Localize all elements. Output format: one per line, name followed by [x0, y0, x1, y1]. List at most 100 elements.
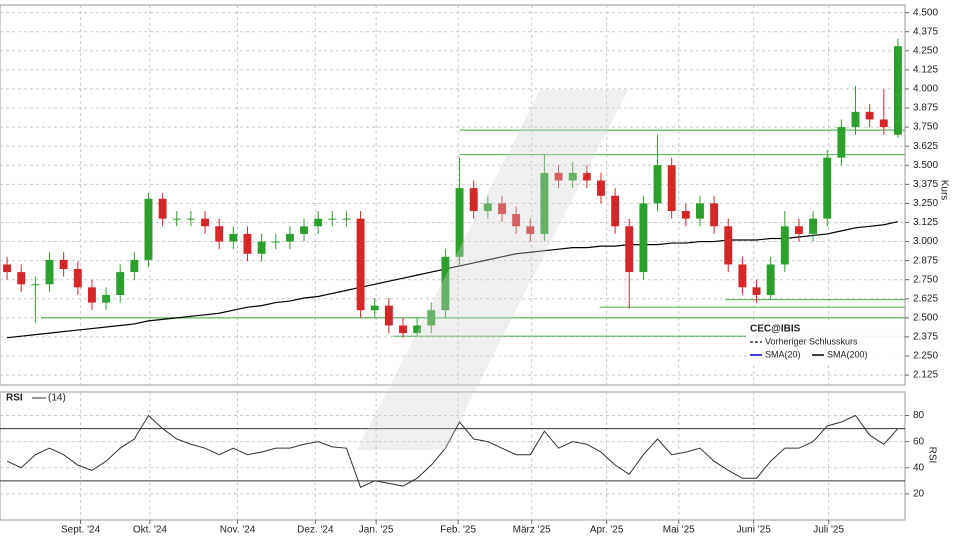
x-tick-label: Nov. '24	[220, 525, 256, 536]
candle-body	[696, 203, 704, 219]
x-tick-label: Juni '25	[737, 525, 772, 536]
x-tick-label: Dez. '24	[297, 525, 334, 536]
y-tick-label: 2.500	[913, 312, 938, 323]
y-tick-label: 2.875	[913, 255, 938, 266]
sma-line	[7, 221, 899, 339]
rsi-title: RSI	[6, 393, 23, 404]
candle-body	[370, 305, 379, 311]
candle-body	[710, 203, 719, 227]
y-tick-label: 4.000	[913, 84, 938, 95]
candle-body	[158, 198, 167, 219]
x-tick-label: März '25	[513, 525, 551, 536]
candle-body	[229, 233, 238, 242]
candle-body	[314, 218, 323, 227]
candle-body	[215, 226, 224, 242]
legend-label: SMA(20)	[765, 349, 801, 359]
candle-body	[116, 272, 125, 295]
candle-body	[300, 226, 308, 234]
candle-body	[837, 127, 846, 158]
candle-body	[59, 259, 68, 270]
candle-body	[681, 211, 690, 219]
candle-body	[73, 269, 82, 288]
x-tick-label: Sept. '24	[61, 525, 101, 536]
x-tick-label: Okt. '24	[133, 525, 168, 536]
candle-body	[625, 226, 634, 273]
candle-body	[384, 305, 393, 326]
candle-body	[399, 325, 407, 334]
candle-body	[582, 172, 591, 181]
candle-body	[893, 46, 902, 135]
candle-body	[766, 264, 775, 295]
candle-body	[865, 111, 874, 120]
candle-body	[271, 241, 280, 243]
candle-body	[639, 203, 648, 273]
y-tick-label: 40	[913, 462, 925, 473]
y-axis-title: Kurs	[938, 180, 949, 201]
y-tick-label: 3.500	[913, 160, 938, 171]
watermark	[357, 90, 628, 450]
candle-body	[243, 233, 252, 254]
legend-label: Vorheriger Schlusskurs	[765, 336, 858, 346]
candle-body	[328, 218, 337, 220]
rsi-panel	[0, 391, 906, 521]
candle-body	[87, 287, 96, 303]
candle-body	[356, 218, 365, 311]
candle-body	[568, 172, 577, 181]
y-tick-label: 4.125	[913, 65, 938, 76]
rsi-period: (14)	[48, 393, 66, 404]
candle-body	[172, 218, 181, 220]
legend-box	[746, 321, 904, 363]
y-tick-label: 2.375	[913, 332, 938, 343]
legend-title: CEC@IBIS	[750, 324, 801, 335]
y-tick-label: 3.625	[913, 141, 938, 152]
candle-body	[285, 233, 294, 242]
candle-body	[455, 188, 464, 257]
candle-body	[130, 259, 139, 273]
candle-body	[823, 157, 832, 219]
rsi-line	[6, 414, 899, 489]
candle-body	[794, 226, 803, 234]
x-tick-label: Juli '25	[813, 525, 844, 536]
y-tick-label: 2.125	[913, 370, 938, 381]
candle-body	[186, 218, 195, 220]
candle-body	[667, 165, 676, 212]
x-tick-label: Mai '25	[663, 525, 695, 536]
candle-body	[540, 172, 549, 234]
y-tick-label: 2.750	[913, 274, 938, 285]
candle-body	[483, 203, 492, 212]
candle-body	[144, 198, 153, 260]
candle-body	[512, 214, 521, 227]
candle-body	[102, 294, 111, 303]
candle-body	[611, 195, 620, 227]
y-tick-label: 3.750	[913, 122, 938, 133]
candle-body	[752, 287, 761, 295]
candle-body	[45, 259, 54, 285]
x-tick-label: Jan. '25	[359, 525, 394, 536]
y-tick-label: 60	[913, 436, 925, 447]
candle-body	[17, 272, 26, 285]
candle-body	[3, 264, 12, 273]
x-tick-label: Feb. '25	[440, 525, 476, 536]
candle-body	[201, 218, 209, 227]
candle-body	[653, 165, 662, 204]
legend-label: SMA(200)	[827, 349, 868, 359]
y-tick-label: 4.500	[913, 7, 938, 18]
candle-body	[257, 241, 266, 254]
candle-body	[724, 226, 733, 265]
y-tick-label: 80	[913, 410, 925, 421]
x-tick-label: Apr. '25	[590, 525, 624, 536]
candle-body	[441, 256, 450, 311]
y-tick-label: 2.250	[913, 351, 938, 362]
y-tick-label: 3.250	[913, 198, 938, 209]
candle-body	[526, 226, 535, 234]
candle-body	[780, 226, 789, 265]
candle-body	[851, 111, 860, 128]
y-tick-label: 3.875	[913, 103, 938, 114]
candle-body	[31, 284, 40, 286]
y-axis-title: RSI	[926, 447, 937, 464]
y-tick-label: 3.125	[913, 217, 938, 228]
candle-body	[413, 325, 422, 334]
candle-body	[738, 264, 747, 288]
y-tick-label: 20	[913, 489, 925, 500]
